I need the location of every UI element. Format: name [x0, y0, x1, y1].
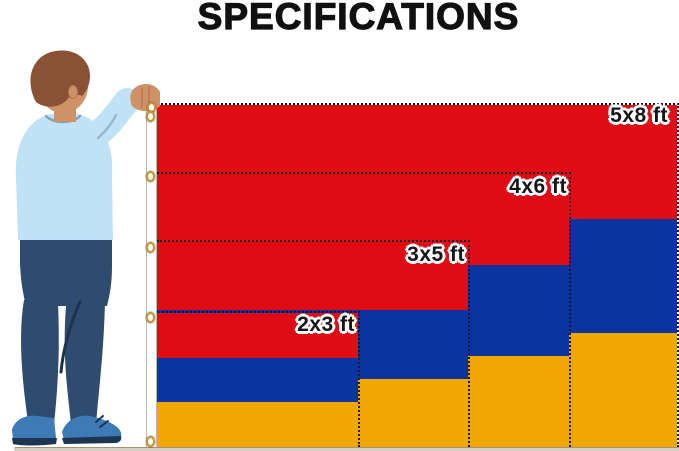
flag-3x5-red-stripe — [157, 242, 468, 311]
grommet-icon — [146, 242, 155, 253]
flag-2x3-red-stripe — [157, 313, 358, 358]
flag-size-label-5x8: 5x8 ft — [610, 104, 668, 127]
grommet-icon — [146, 312, 155, 323]
flag-2x3-blue-stripe — [157, 357, 358, 403]
flag-size-label-2x3: 2x3 ft — [297, 313, 355, 336]
grommet-icon — [146, 111, 155, 122]
page-title: SPECIFICATIONS — [197, 0, 520, 38]
person-pants — [20, 238, 112, 424]
flag-size-label-4x6: 4x6 ft — [509, 175, 567, 198]
grommet-icon — [146, 171, 155, 182]
grommet-icon — [146, 436, 155, 447]
person-shoes — [12, 415, 122, 446]
person-head — [30, 50, 91, 122]
person-torso — [15, 88, 140, 240]
flag-2x3-orange-stripe — [157, 402, 358, 448]
person-illustration — [12, 50, 160, 446]
flag-size-label-3x5: 3x5 ft — [407, 243, 465, 266]
ground-line — [14, 447, 679, 451]
flag-2x3 — [157, 311, 360, 448]
